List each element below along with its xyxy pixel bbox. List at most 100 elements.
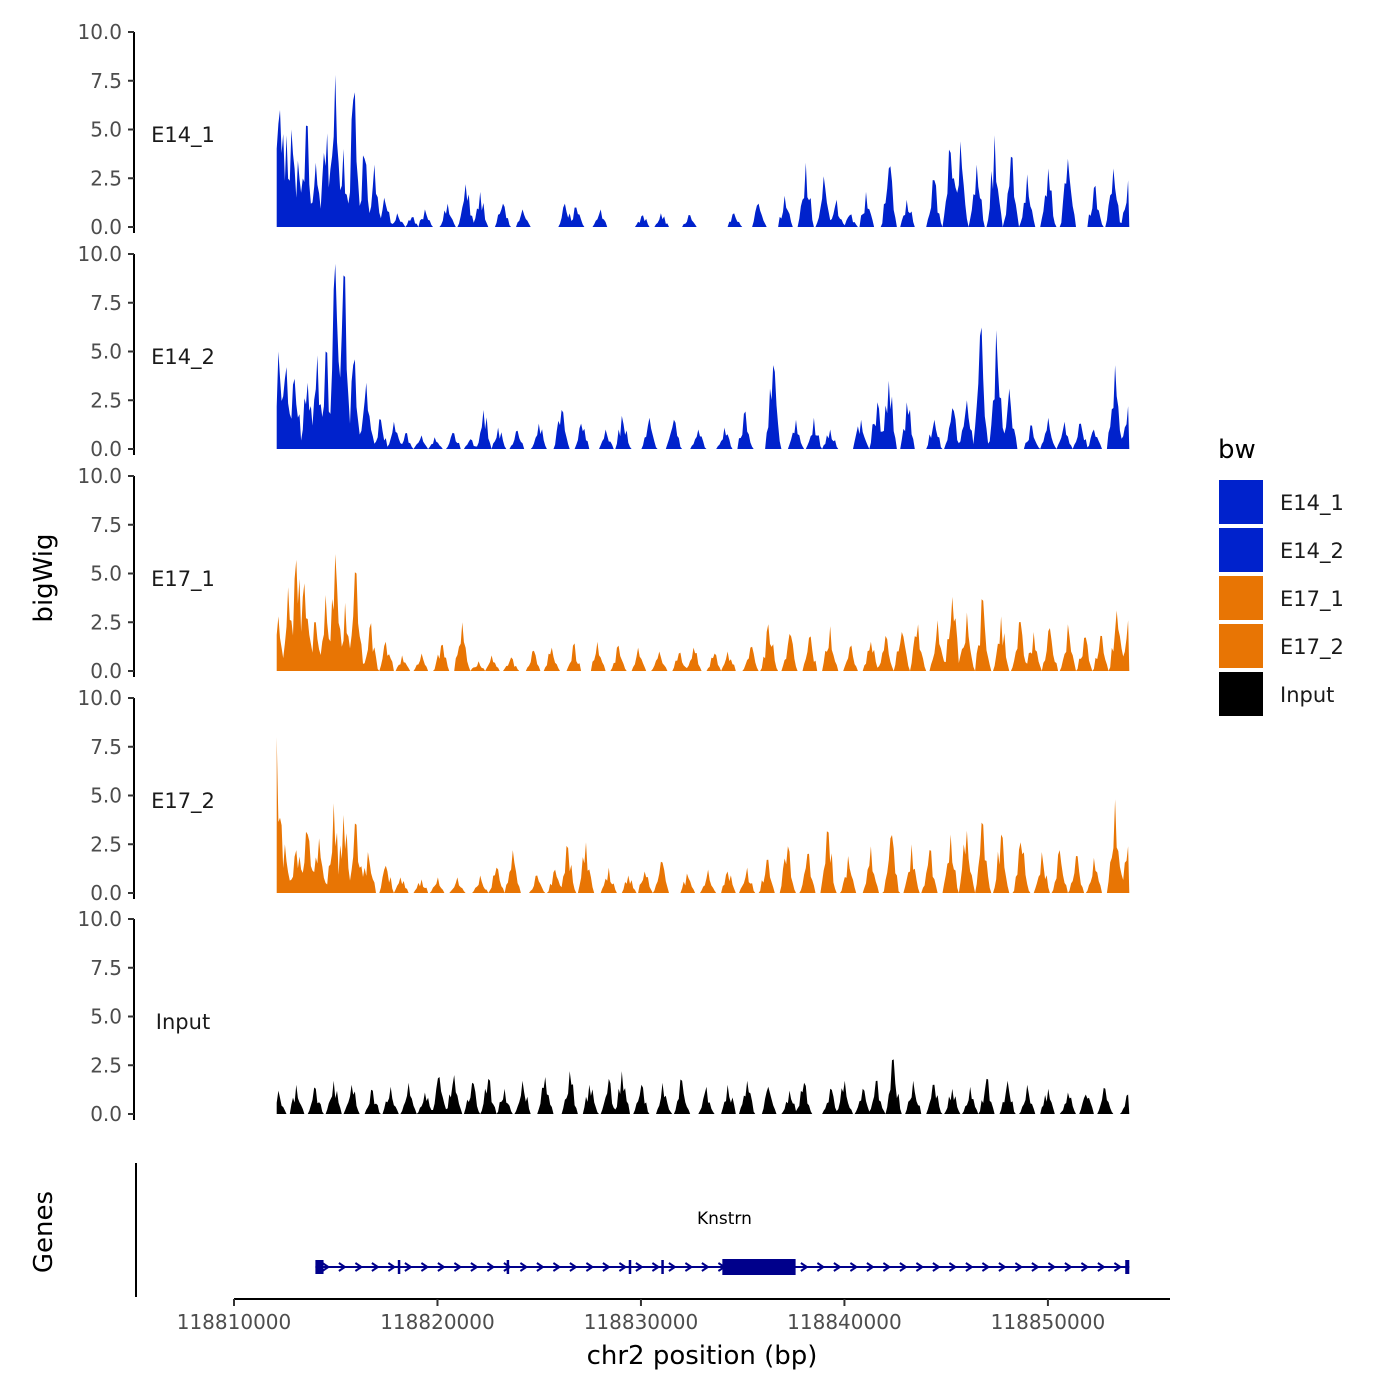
y-tick-label: 0.0: [90, 437, 122, 461]
strand-arrow: [965, 1262, 974, 1272]
strand-arrow: [321, 1262, 331, 1272]
strand-arrow: [981, 1262, 991, 1272]
track-Input: 0.0 2.5 5.0 7.5 10.0 Input: [77, 907, 1130, 1126]
track-E17_1: 0.0 2.5 5.0 7.5 10.0 E17_1: [77, 464, 1130, 683]
strand-arrow: [948, 1262, 958, 1272]
coverage-area-E17_2: [276, 737, 1130, 893]
strand-arrow: [371, 1262, 380, 1272]
y-tick-label: 10.0: [77, 20, 122, 44]
y-tick-label: 7.5: [90, 735, 122, 759]
strand-arrow: [503, 1262, 512, 1272]
gene-exon: [315, 1260, 324, 1274]
x-axis-ticks: 118810000 118820000 118830000 118840000 1188…: [177, 1299, 1105, 1334]
x-tick-label: 118830000: [584, 1310, 699, 1334]
y-tick-label: 7.5: [90, 513, 122, 537]
legend-label: E17_2: [1280, 635, 1344, 660]
strand-arrow: [404, 1262, 413, 1272]
strand-arrow: [387, 1262, 397, 1272]
strand-arrow: [602, 1262, 611, 1272]
x-tick-label: 118810000: [177, 1310, 292, 1334]
track-label: E17_1: [151, 567, 215, 592]
strand-arrow: [1031, 1262, 1040, 1272]
y-tick-label: 5.0: [90, 562, 122, 586]
y-tick-label: 2.5: [90, 832, 122, 856]
y-tick-label: 7.5: [90, 291, 122, 315]
coverage-area-E17_1: [276, 554, 1130, 671]
legend-label: E14_1: [1280, 491, 1344, 516]
strand-arrow: [569, 1262, 578, 1272]
track-label: E17_2: [151, 789, 215, 814]
legend-label: E14_2: [1280, 539, 1344, 564]
gene-exon: [1125, 1260, 1130, 1274]
strand-arrow: [849, 1262, 859, 1272]
gene-exon: [722, 1259, 796, 1275]
coverage-area-E14_2: [276, 263, 1130, 449]
coverage-area-E14_1: [276, 74, 1130, 228]
x-tick-label: 118840000: [787, 1310, 902, 1334]
strand-arrow: [915, 1262, 925, 1272]
legend-swatch-E17_1: [1219, 576, 1263, 620]
y-tick-label: 10.0: [77, 686, 122, 710]
legend-swatch-E14_1: [1219, 480, 1263, 524]
coverage-tracks: 0.0 2.5 5.0 7.5 10.0 E14_1 0.0 2.5 5.0 7.5 10.0 E14…: [77, 20, 1130, 1126]
strand-arrow: [1064, 1262, 1073, 1272]
gene-panel-title: Genes: [29, 1191, 59, 1273]
strand-arrow: [470, 1262, 479, 1272]
strand-arrow: [552, 1262, 562, 1272]
gene-exon: [397, 1260, 401, 1274]
strand-arrow: [816, 1262, 826, 1272]
x-axis-title: chr2 position (bp): [587, 1341, 818, 1371]
strand-arrow: [453, 1262, 463, 1272]
strand-arrow: [866, 1262, 875, 1272]
strand-arrow: [899, 1262, 908, 1272]
strand-arrow: [618, 1262, 628, 1272]
strand-arrow: [1113, 1262, 1123, 1272]
gene-exon: [661, 1260, 664, 1274]
legend-swatch-E17_2: [1219, 624, 1263, 668]
strand-arrow: [932, 1262, 941, 1272]
strand-arrow: [668, 1262, 677, 1272]
legend: bw E14_1 E14_2 E17_1 E17_2 Input: [1218, 435, 1344, 716]
track-label: E14_2: [151, 345, 215, 370]
strand-arrow: [486, 1262, 496, 1272]
strand-arrow: [1047, 1262, 1057, 1272]
strand-arrow: [882, 1262, 892, 1272]
gene-exon: [628, 1260, 632, 1274]
y-tick-label: 5.0: [90, 1005, 122, 1029]
strand-arrow: [420, 1262, 430, 1272]
strand-arrow: [701, 1262, 710, 1272]
y-tick-label: 2.5: [90, 1053, 122, 1077]
y-tick-label: 2.5: [90, 166, 122, 190]
strand-arrow: [684, 1262, 694, 1272]
y-tick-label: 5.0: [90, 340, 122, 364]
strand-arrow: [635, 1262, 644, 1272]
track-E14_1: 0.0 2.5 5.0 7.5 10.0 E14_1: [77, 20, 1130, 239]
gene-model: [315, 1259, 1130, 1275]
x-tick-label: 118850000: [991, 1310, 1106, 1334]
strand-arrow: [354, 1262, 364, 1272]
y-tick-label: 5.0: [90, 784, 122, 808]
strand-arrow: [1080, 1262, 1090, 1272]
strand-arrow: [437, 1262, 446, 1272]
y-tick-label: 10.0: [77, 242, 122, 266]
y-tick-label: 0.0: [90, 1102, 122, 1126]
track-label: E14_1: [151, 123, 215, 148]
y-tick-label: 0.0: [90, 881, 122, 905]
gene-label: Knstrn: [697, 1209, 752, 1229]
gene-exon: [506, 1260, 510, 1274]
y-tick-label: 2.5: [90, 388, 122, 412]
legend-label: Input: [1280, 683, 1334, 707]
y-tick-label: 7.5: [90, 69, 122, 93]
track-E17_2: 0.0 2.5 5.0 7.5 10.0 E17_2: [77, 686, 1130, 905]
y-tick-label: 2.5: [90, 610, 122, 634]
strand-arrow: [1097, 1262, 1106, 1272]
strand-arrow: [833, 1262, 842, 1272]
strand-arrow: [1014, 1262, 1024, 1272]
legend-title: bw: [1218, 435, 1256, 465]
y-tick-label: 10.0: [77, 907, 122, 931]
track-E14_2: 0.0 2.5 5.0 7.5 10.0 E14_2: [77, 242, 1130, 461]
strand-arrow: [800, 1262, 809, 1272]
y-tick-label: 10.0: [77, 464, 122, 488]
y-axis-title: bigWig: [29, 533, 59, 622]
